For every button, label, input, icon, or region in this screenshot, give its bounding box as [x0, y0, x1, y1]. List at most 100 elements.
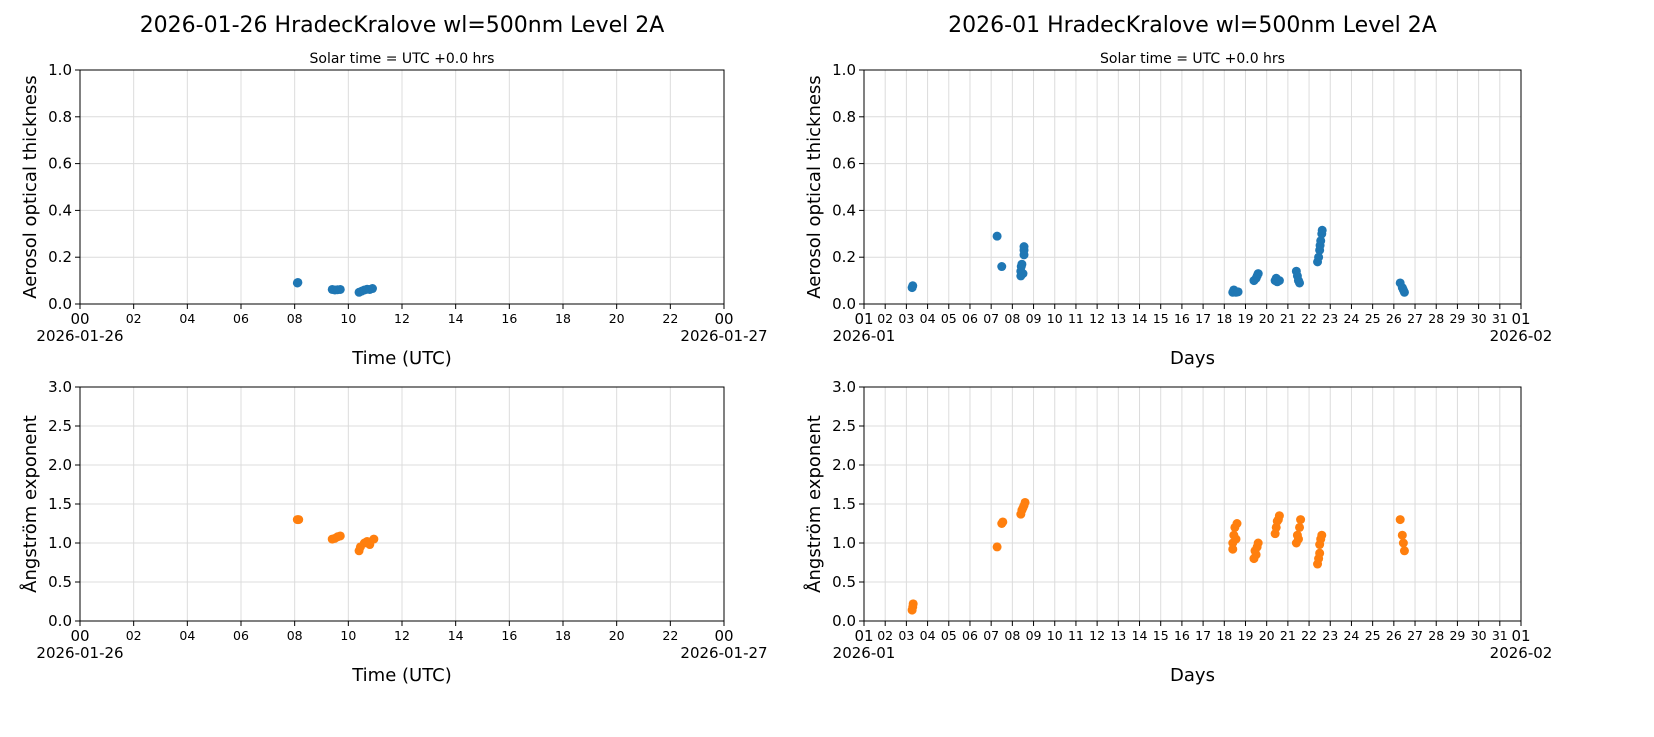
x-date-start: 2026-01-26 [36, 644, 123, 662]
subplot-3: 01 02 03 04 05 06 07 08 09 10 11 12 13 14 15 16 17 18 19 20… [803, 378, 1552, 686]
plot-frame [863, 386, 1522, 622]
x-tick-label: 04 [920, 311, 936, 326]
x-date-end: 2026-02 [1490, 644, 1553, 662]
x-tick-label: 03 [898, 311, 914, 326]
x-tick-label: 08 [287, 311, 303, 326]
y-tick-label: 0.5 [48, 573, 72, 591]
x-tick-label: 15 [1153, 628, 1169, 643]
x-tick-label: 11 [1068, 311, 1084, 326]
x-tick-label: 20 [609, 311, 625, 326]
plot-frame [863, 69, 1522, 305]
y-axis-label: Ångström exponent [803, 415, 825, 593]
data-point [1398, 538, 1408, 548]
x-tick-label: 20 [1259, 628, 1275, 643]
y-tick-label: 0.5 [832, 573, 856, 591]
x-tick-label: 18 [1216, 628, 1232, 643]
y-tick-label: 1.0 [832, 61, 856, 79]
x-tick-label: 17 [1195, 311, 1211, 326]
x-tick-label: 15 [1153, 311, 1169, 326]
x-tick-label: 10 [340, 311, 356, 326]
x-tick-label: 14 [448, 628, 464, 643]
x-tick-label: 31 [1492, 628, 1508, 643]
x-tick-label: 26 [1386, 311, 1402, 326]
x-tick-label: 13 [1110, 628, 1126, 643]
x-tick-label: 19 [1238, 311, 1254, 326]
x-tick-label: 03 [898, 628, 914, 643]
plot-frame [79, 386, 725, 622]
x-tick-label: 28 [1428, 628, 1444, 643]
x-tick-label: 18 [555, 311, 571, 326]
x-tick-label: 00 [70, 627, 89, 645]
data-point [992, 542, 1002, 552]
data-point [335, 284, 345, 294]
data-point [1295, 278, 1305, 288]
x-date-end: 2026-02 [1490, 327, 1553, 345]
x-tick-label: 12 [394, 628, 410, 643]
data-point [1271, 273, 1281, 283]
x-tick-label: 04 [920, 628, 936, 643]
data-point [1228, 544, 1238, 554]
data-point [997, 262, 1007, 272]
x-tick-label: 16 [1174, 311, 1190, 326]
x-date-end: 2026-01-27 [680, 644, 767, 662]
subplot-1: 2026-01 HradecKralove wl=500nm Level 2A S… [804, 13, 1552, 369]
x-tick-label: 01 [1511, 310, 1530, 328]
x-tick-label: 25 [1365, 311, 1381, 326]
y-tick-label: 1.0 [48, 534, 72, 552]
x-tick-label: 22 [662, 311, 678, 326]
x-tick-label: 08 [287, 628, 303, 643]
x-tick-label: 04 [179, 311, 195, 326]
y-tick-label: 0.6 [48, 155, 72, 173]
x-tick-label: 10 [1047, 628, 1063, 643]
x-tick-label: 01 [854, 310, 873, 328]
y-tick-label: 2.5 [48, 417, 72, 435]
data-point [1316, 236, 1326, 246]
data-point [1253, 269, 1263, 279]
x-tick-label: 00 [70, 310, 89, 328]
x-tick-label: 24 [1343, 311, 1359, 326]
x-tick-label: 12 [1089, 628, 1105, 643]
data-point [1314, 252, 1324, 262]
x-tick-label: 22 [1301, 628, 1317, 643]
x-tick-label: 16 [1174, 628, 1190, 643]
data-point [1295, 522, 1305, 532]
data-point [1317, 225, 1327, 235]
y-tick-label: 3.0 [48, 378, 72, 396]
x-tick-label: 22 [1301, 311, 1317, 326]
x-date-start: 2026-01 [833, 644, 896, 662]
data-point [1019, 242, 1029, 252]
x-tick-label: 26 [1386, 628, 1402, 643]
x-tick-label: 02 [126, 628, 142, 643]
y-tick-label: 1.5 [48, 495, 72, 513]
x-tick-label: 22 [662, 628, 678, 643]
x-tick-label: 23 [1322, 311, 1338, 326]
x-axis-label: Days [1170, 665, 1215, 686]
x-tick-label: 27 [1407, 311, 1423, 326]
y-axis-label: Aerosol optical thickness [804, 75, 825, 298]
x-tick-label: 08 [1004, 628, 1020, 643]
data-point [1397, 530, 1407, 540]
y-tick-label: 0.0 [48, 612, 72, 630]
x-tick-label: 06 [233, 311, 249, 326]
data-point [294, 515, 304, 525]
x-tick-label: 06 [962, 628, 978, 643]
x-tick-label: 29 [1449, 311, 1465, 326]
chart-title: 2026-01-26 HradecKralove wl=500nm Level … [140, 13, 665, 38]
x-tick-label: 02 [877, 311, 893, 326]
x-tick-label: 20 [1259, 311, 1275, 326]
y-tick-label: 0.4 [48, 201, 72, 219]
x-tick-label: 09 [1026, 311, 1042, 326]
x-tick-label: 05 [941, 628, 957, 643]
x-axis-label: Days [1170, 348, 1215, 369]
chart-title: 2026-01 HradecKralove wl=500nm Level 2A [948, 13, 1437, 38]
chart-subtitle: Solar time = UTC +0.0 hrs [1100, 51, 1285, 67]
x-tick-label: 12 [394, 311, 410, 326]
x-tick-label: 07 [983, 311, 999, 326]
y-tick-label: 3.0 [832, 378, 856, 396]
x-tick-label: 21 [1280, 311, 1296, 326]
y-tick-label: 1.5 [832, 495, 856, 513]
x-tick-label: 07 [983, 628, 999, 643]
data-point [1018, 269, 1028, 279]
x-axis-label: Time (UTC) [351, 348, 452, 369]
